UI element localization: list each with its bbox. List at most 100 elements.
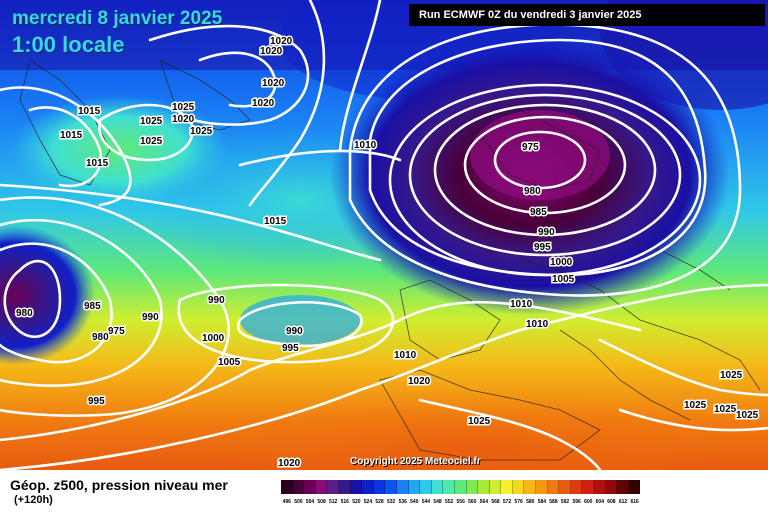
isobar-label: 1020 [270,36,293,47]
isobar-label: 990 [142,312,159,323]
scale-label: 508 [317,499,326,505]
scale-label: 528 [375,499,384,505]
isobar-label: 1025 [684,400,707,411]
scale-label: 512 [329,499,338,505]
scale-swatch [570,480,583,494]
isobar-label: 985 [84,301,101,312]
color-scale-labels: 496 500 504 508 512 516 520 524 528 532 536 540 544 5… [281,499,640,505]
isobar-label: 1020 [172,114,195,125]
scale-label: 572 [502,499,512,505]
scale-swatch [338,480,351,494]
scale-label: 548 [433,499,442,505]
isobar-label: 995 [88,396,105,407]
isobar-label: 980 [92,332,109,343]
isobar-label: 1020 [408,376,431,387]
isobar-label: 990 [208,295,225,306]
isobar-label: 1020 [262,78,285,89]
scale-label: 496 [282,499,291,505]
scale-swatch [605,480,618,494]
isobar-label: 1025 [172,102,195,113]
scale-swatch [443,480,455,494]
scale-label: 556 [456,499,465,505]
isobar-label: 1005 [552,274,575,285]
isobar-label: 1020 [260,46,283,57]
isobar-label: 1025 [468,416,491,427]
isobar-label: 1025 [736,410,759,421]
scale-swatch [454,480,467,494]
isobar-label: 990 [286,326,303,337]
isobar-label: 980 [524,186,541,197]
scale-swatch [547,480,560,494]
forecast-time: 1:00 locale [12,32,125,57]
isobar-label: 1010 [526,319,549,330]
scale-label: 540 [410,499,419,505]
scale-swatch [524,480,537,494]
scale-swatch [362,480,374,494]
isobar-label: 1025 [720,370,743,381]
isobar-label: 995 [534,242,551,253]
scale-label: 596 [572,499,581,505]
scale-swatch [315,480,328,494]
isobar-label: 1000 [550,257,573,268]
isobar-label: 975 [108,326,125,337]
isobar-label: 990 [538,227,555,238]
isobar-label: 1010 [394,350,417,361]
isobar-label: 1025 [140,116,163,127]
isobar-label: 1015 [60,130,83,141]
isobar-label: 1025 [190,126,213,137]
scale-swatch [478,480,490,494]
scale-swatch [408,480,421,494]
scale-label: 600 [584,499,593,505]
scale-label: 560 [468,499,477,505]
scale-label: 544 [421,499,431,505]
isobar-label: 975 [522,142,539,153]
scale-label: 580 [526,499,535,505]
scale-label: 584 [537,499,547,505]
scale-label: 604 [595,499,604,505]
scale-swatch [617,480,629,494]
low-pressure-west [0,225,95,365]
scale-swatch [327,480,339,494]
scale-label: 552 [444,499,454,505]
scale-swatch [512,480,525,494]
isobars [0,0,768,470]
scale-label: 504 [305,499,315,505]
isobar-label: 1010 [510,299,533,310]
scale-swatch [594,480,606,494]
scale-swatch [559,480,571,494]
scale-label: 520 [352,499,361,505]
scale-swatch [489,480,502,494]
forecast-date: mercredi 8 janvier 2025 [12,8,223,29]
scale-label: 576 [514,499,523,505]
isobar-label: 1020 [278,458,301,469]
isobar-label: 1015 [78,106,101,117]
isobar-label: 1010 [354,140,377,151]
scale-label: 532 [386,499,396,505]
isobar-label: 1020 [252,98,275,109]
copyright: Copyright 2025 Meteociel.fr [350,456,481,467]
scale-swatch [501,480,513,494]
isobar-label: 1025 [140,136,163,147]
scale-swatch [582,480,595,494]
scale-swatch [350,480,363,494]
scale-label: 524 [363,499,373,505]
scale-label: 612 [618,499,628,505]
scale-swatch [466,480,479,494]
isobar-label: 1015 [264,216,287,227]
isobar-label: 980 [16,308,33,319]
scale-swatch [420,480,432,494]
model-run-info: Run ECMWF 0Z du vendredi 3 janvier 2025 [409,4,765,26]
scale-label: 564 [479,499,489,505]
legend-title: Géop. z500, pression niveau mer [10,477,228,493]
scale-swatch [396,480,409,494]
scale-label: 516 [340,499,349,505]
scale-swatch [628,480,641,494]
scale-swatch [281,480,293,494]
isobar-label: 1025 [714,404,737,415]
scale-swatch [385,480,397,494]
scale-label: 592 [560,499,570,505]
scale-label: 500 [294,499,303,505]
scale-label: 536 [398,499,407,505]
scale-swatch [292,480,305,494]
scale-label: 568 [491,499,500,505]
